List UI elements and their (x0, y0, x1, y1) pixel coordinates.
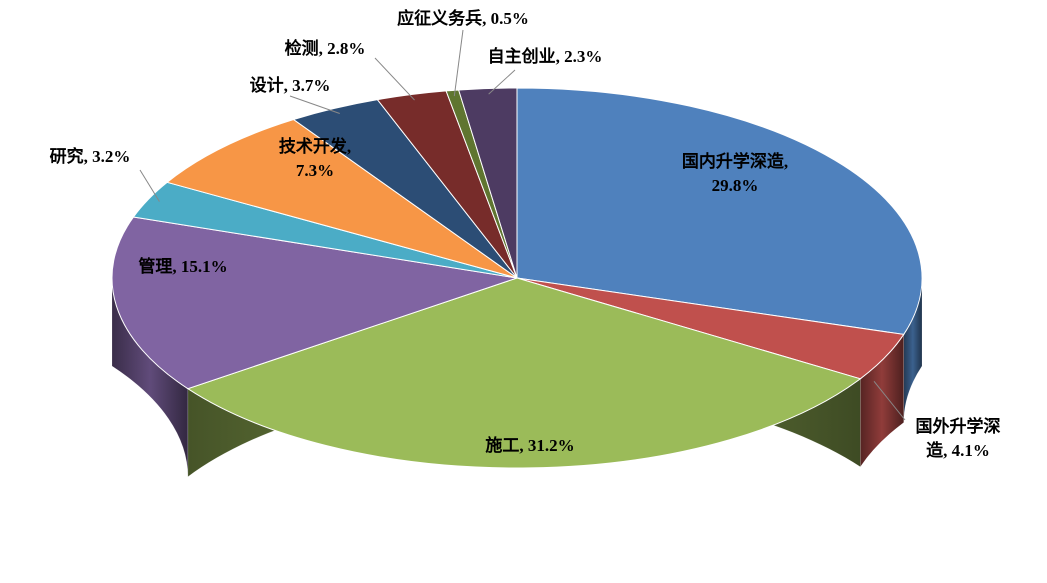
data-label-line: 施工, 31.2% (485, 435, 574, 455)
data-label-line: 29.8% (712, 176, 759, 195)
slice (516, 87, 923, 335)
slice (458, 87, 518, 279)
leader-line (374, 57, 415, 101)
data-label-line: 造, 4.1% (926, 441, 990, 460)
leader-line (139, 169, 160, 202)
data-label: 设计, 3.7% (250, 75, 331, 95)
data-label: 研究, 3.2% (50, 146, 131, 166)
data-label: 技术开发, 7.3% (279, 136, 351, 180)
data-label-line: 管理, 15.1% (138, 256, 227, 276)
leader-line (289, 95, 340, 114)
data-label-line: 国内升学深造, (682, 151, 788, 171)
data-label: 自主创业, 2.3% (488, 46, 603, 66)
data-label-line: 技术开发, (279, 136, 351, 156)
data-label-line: 国外升学深 (916, 416, 1001, 436)
data-label: 应征义务兵, 0.5% (397, 8, 529, 28)
slice (111, 216, 518, 390)
data-label-line: 研究, 3.2% (50, 146, 131, 166)
slice (186, 277, 862, 469)
leader-line (488, 69, 516, 95)
data-label: 施工, 31.2% (485, 435, 574, 455)
data-label-line: 应征义务兵, 0.5% (397, 8, 529, 28)
data-label-line: 自主创业, 2.3% (488, 46, 603, 66)
slice (166, 118, 518, 279)
data-label: 检测, 2.8% (285, 38, 366, 58)
data-label-line: 7.3% (296, 161, 334, 180)
data-label-line: 设计, 3.7% (250, 75, 331, 95)
data-label: 国外升学深造, 4.1% (916, 416, 1001, 460)
leader-line (453, 29, 464, 97)
data-label: 国内升学深造, 29.8% (682, 151, 788, 195)
data-label: 管理, 15.1% (138, 256, 227, 276)
data-label-line: 检测, 2.8% (285, 38, 366, 58)
leader-line (873, 380, 906, 421)
